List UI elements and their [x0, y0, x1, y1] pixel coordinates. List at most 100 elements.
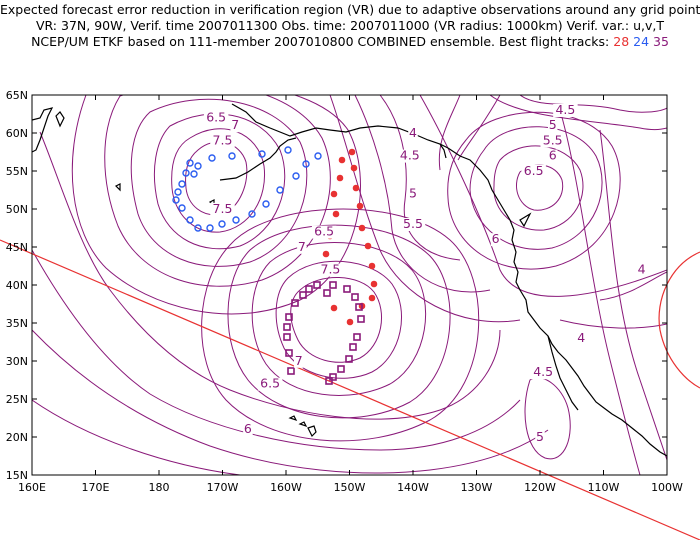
track-blue-point: [292, 172, 300, 180]
contour-label: 6.5: [260, 376, 280, 391]
contour-label-bg: [318, 263, 343, 277]
track-red-point: [336, 174, 344, 182]
contour-label: 4.5: [555, 102, 575, 117]
track-red-point: [346, 318, 354, 326]
track-purple-point: [323, 289, 331, 297]
contour-label-bg: [540, 134, 565, 148]
track-blue-point: [248, 210, 256, 218]
track-blue-point: [218, 220, 226, 228]
track-blue-point: [190, 170, 198, 178]
contour-label: 6.5: [314, 224, 334, 239]
track-blue-point: [174, 188, 182, 196]
track-blue-point: [172, 196, 180, 204]
contour-label-bg: [297, 240, 307, 254]
contour-label: 5: [549, 117, 557, 132]
track-label-red: 28: [613, 34, 630, 49]
track-purple-point: [291, 299, 299, 307]
lon-tick-label: 110W: [588, 481, 620, 494]
contour-label-bg: [210, 134, 235, 148]
contour-label-bg: [530, 366, 556, 380]
contour-label: 6.5: [524, 163, 544, 178]
lon-tick-label: 120W: [524, 481, 556, 494]
lon-tick-label: 170W: [207, 481, 239, 494]
track-blue-point: [194, 224, 202, 232]
lon-tick-label: 180: [149, 481, 170, 494]
title-line-3: NCEP/UM ETKF based on 111-member 2007010…: [0, 34, 700, 49]
contour-label: 4: [409, 125, 417, 140]
contour-label: 7: [295, 353, 303, 368]
track-red-point: [352, 184, 360, 192]
contour-label-bg: [547, 149, 558, 163]
track-blue-point: [228, 152, 236, 160]
track-blue-point: [232, 216, 240, 224]
track-purple-point: [351, 293, 359, 301]
lat-tick-label: 55N: [6, 165, 28, 178]
track-red-point: [350, 164, 358, 172]
contour-label-bg: [400, 218, 426, 231]
track-red-point: [348, 148, 356, 156]
lat-tick-label: 25N: [6, 393, 28, 406]
track-purple-point: [313, 281, 321, 289]
contour-label: 4: [577, 330, 585, 345]
track-purple-point: [283, 323, 291, 331]
track-red-point: [356, 202, 364, 210]
track-purple-point: [325, 377, 333, 385]
contour-label-bg: [408, 187, 418, 201]
lat-tick-label: 40N: [6, 279, 28, 292]
track-blue-point: [314, 152, 322, 160]
lon-tick-label: 130W: [461, 481, 493, 494]
track-blue-point: [186, 159, 194, 167]
track-red-point: [332, 210, 340, 218]
contour-label: 5.5: [403, 216, 423, 231]
contour-label: 4: [638, 262, 646, 277]
track-red-point: [322, 250, 330, 258]
track-purple-point: [337, 365, 345, 373]
track-blue-point: [284, 146, 292, 154]
contour-label: 7.5: [213, 132, 233, 147]
lon-tick-label: 150W: [334, 481, 366, 494]
track-purple-point: [343, 285, 351, 293]
great-circle-line: [0, 239, 700, 540]
contour-label: 5: [409, 186, 417, 201]
track-blue-point: [302, 160, 310, 168]
contour-label-bg: [293, 354, 304, 368]
contour-label: 7.5: [321, 262, 341, 277]
track-label-purple: 35: [653, 34, 669, 49]
title-line-1: Expected forecast error reduction in ver…: [0, 2, 700, 17]
contour-label-bg: [636, 263, 647, 277]
contour-label: 5.5: [543, 132, 563, 147]
track-purple-point: [283, 333, 291, 341]
track-purple-point: [355, 303, 363, 311]
track-red-point: [358, 224, 366, 232]
contour-label-bg: [311, 225, 337, 239]
contour-label-bg: [257, 377, 283, 391]
flight-track-blue: [172, 146, 322, 232]
track-blue-point: [208, 154, 216, 162]
track-blue-point: [262, 200, 270, 208]
lon-tick-label: 140W: [397, 481, 429, 494]
track-red-point: [368, 262, 376, 270]
track-purple-point: [357, 315, 365, 323]
track-label-blue: 24: [633, 34, 650, 49]
title-line-2: VR: 37N, 90W, Verif. time 2007011300 Obs…: [35, 18, 665, 33]
track-purple-point: [349, 343, 357, 351]
lon-tick-label: 160E: [18, 481, 46, 494]
track-purple-point: [285, 349, 293, 357]
track-red-point: [370, 280, 378, 288]
track-red-point: [338, 156, 346, 164]
track-blue-point: [258, 150, 266, 158]
contour-label-bg: [243, 423, 253, 437]
track-blue-point: [182, 169, 190, 177]
contour-label: 7: [298, 239, 306, 254]
lat-tick-label: 30N: [6, 355, 28, 368]
contour-label: 4.5: [533, 364, 553, 379]
track-red-point: [364, 242, 372, 250]
track-purple-point: [329, 373, 337, 381]
track-red-point: [330, 304, 338, 312]
contour-label-bg: [576, 332, 587, 345]
contour-label-bg: [203, 111, 229, 125]
contour-label-bg: [408, 126, 418, 140]
track-blue-point: [194, 162, 202, 170]
